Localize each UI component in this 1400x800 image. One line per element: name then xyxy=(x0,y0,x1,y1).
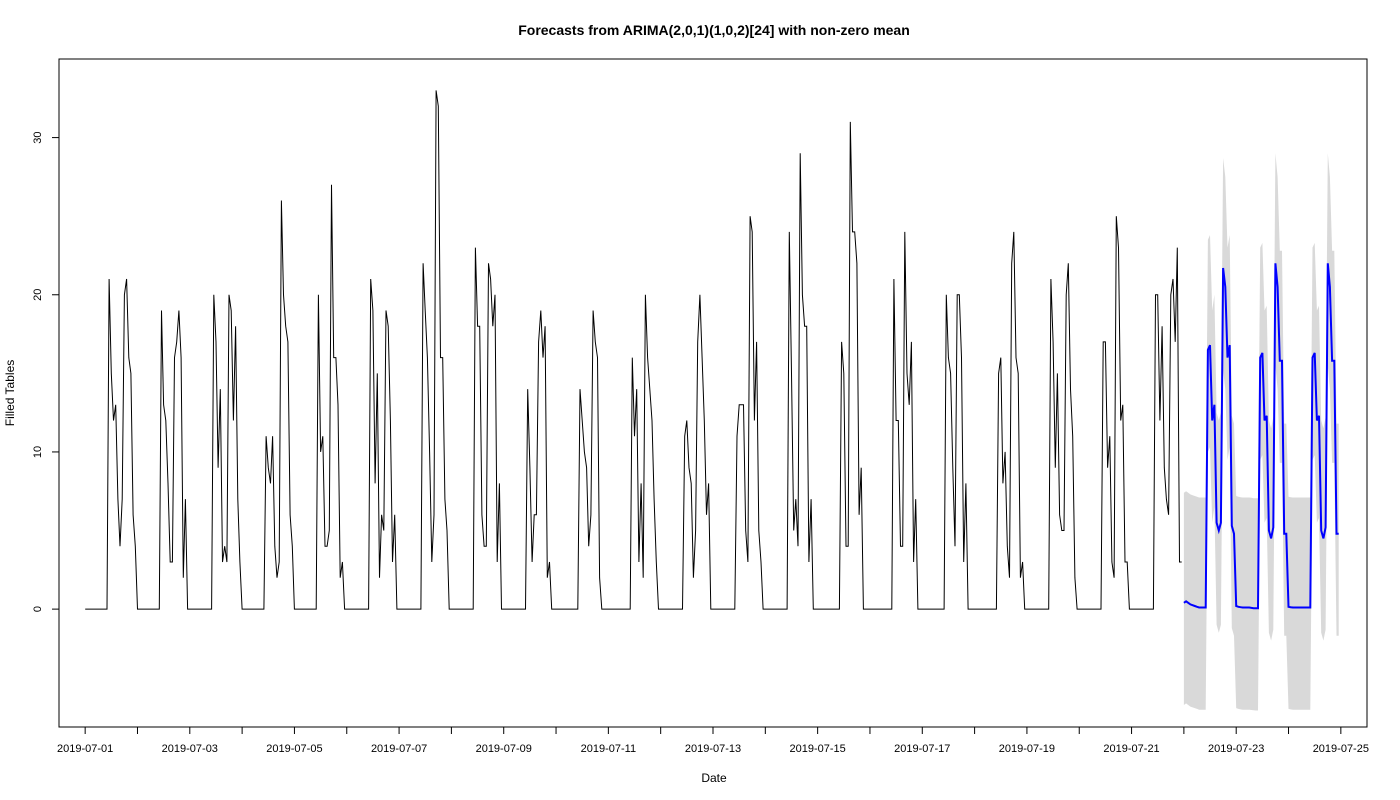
x-tick-label: 2019-07-23 xyxy=(1208,743,1264,755)
observed-line xyxy=(85,90,1182,610)
x-tick-label: 2019-07-21 xyxy=(1103,743,1159,755)
x-tick-label: 2019-07-19 xyxy=(999,743,1055,755)
x-tick-label: 2019-07-13 xyxy=(685,743,741,755)
x-tick-label: 2019-07-03 xyxy=(162,743,218,755)
x-tick-label: 2019-07-01 xyxy=(57,743,113,755)
x-axis-label: Date xyxy=(701,771,727,785)
x-tick-label: 2019-07-09 xyxy=(476,743,532,755)
plot-frame xyxy=(58,58,1368,728)
forecast-line xyxy=(1183,263,1339,610)
y-tick-label: 10 xyxy=(32,446,44,458)
x-tick-label: 2019-07-07 xyxy=(371,743,427,755)
x-tick-label: 2019-07-15 xyxy=(789,743,845,755)
x-tick-label: 2019-07-17 xyxy=(894,743,950,755)
chart-title: Forecasts from ARIMA(2,0,1)(1,0,2)[24] w… xyxy=(518,22,910,38)
y-axis: 0 10 20 30 xyxy=(32,131,60,612)
forecast-series xyxy=(1183,263,1339,610)
y-tick-label: 30 xyxy=(32,131,44,143)
x-tick-label: 2019-07-25 xyxy=(1313,743,1369,755)
y-tick-label: 0 xyxy=(32,606,44,612)
observed-series xyxy=(85,90,1182,610)
x-tick-label: 2019-07-11 xyxy=(581,743,636,755)
y-tick-label: 20 xyxy=(32,289,44,301)
y-axis-label: Filled Tables xyxy=(3,360,17,426)
x-axis: 2019-07-01 2019-07-03 2019-07-05 2019-07-07… xyxy=(57,726,1369,755)
x-tick-label: 2019-07-05 xyxy=(266,743,322,755)
